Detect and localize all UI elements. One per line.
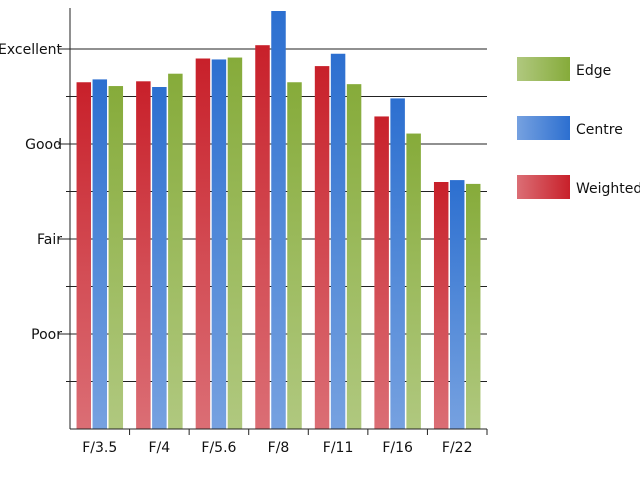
bar-weighted-f-11 xyxy=(314,66,330,429)
x-tick-label: F/5.6 xyxy=(201,440,236,456)
bar-edge-f-5-6 xyxy=(227,57,243,430)
bar-weighted-f-8 xyxy=(255,45,270,429)
bar-layer xyxy=(76,11,481,430)
label-layer: F/3.5 F/4 F/5.6 F/8 F/11 F/16 F/22 Poor Fair Good… xyxy=(0,42,473,456)
x-tick-label: F/4 xyxy=(149,440,171,456)
bar-edge-f-4 xyxy=(168,73,183,429)
bar-centre-f-22 xyxy=(449,180,465,429)
bar-edge-f-11 xyxy=(346,84,362,430)
bar-weighted-f-22 xyxy=(433,182,449,429)
x-tick-label: F/11 xyxy=(323,440,354,456)
x-tick-label: F/8 xyxy=(268,440,290,456)
legend-swatch-edge xyxy=(517,57,570,81)
bar-edge-f-3-5 xyxy=(108,86,124,430)
bar-centre-f-3-5 xyxy=(92,79,108,430)
bar-centre-f-11 xyxy=(330,53,346,429)
x-tick-label: F/16 xyxy=(382,440,413,456)
bar-centre-f-5-6 xyxy=(211,59,227,429)
x-tick-label: F/3.5 xyxy=(82,440,117,456)
bar-weighted-f-4 xyxy=(136,81,151,430)
legend-swatch-weighted xyxy=(517,175,570,199)
y-tick-label: Excellent xyxy=(0,42,63,58)
bar-centre-f-16 xyxy=(390,98,405,430)
bar-weighted-f-5-6 xyxy=(195,58,211,429)
legend-swatch-centre xyxy=(517,116,570,140)
y-tick-label: Fair xyxy=(37,232,62,248)
x-tick-label: F/22 xyxy=(442,440,473,456)
bar-edge-f-8 xyxy=(287,82,302,429)
legend: Edge Centre Weighted xyxy=(517,57,640,199)
axis-layer xyxy=(69,8,488,435)
bar-centre-f-4 xyxy=(152,87,167,429)
bar-edge-f-22 xyxy=(465,183,481,429)
bar-centre-f-8 xyxy=(271,11,286,429)
legend-label-centre: Centre xyxy=(576,122,623,138)
y-tick-label: Good xyxy=(25,137,62,153)
bar-edge-f-16 xyxy=(406,133,421,430)
bar-weighted-f-3-5 xyxy=(76,82,92,429)
y-tick-label: Poor xyxy=(31,327,62,343)
legend-label-edge: Edge xyxy=(576,63,611,79)
legend-label-weighted: Weighted xyxy=(576,181,640,197)
bar-weighted-f-16 xyxy=(374,116,389,429)
